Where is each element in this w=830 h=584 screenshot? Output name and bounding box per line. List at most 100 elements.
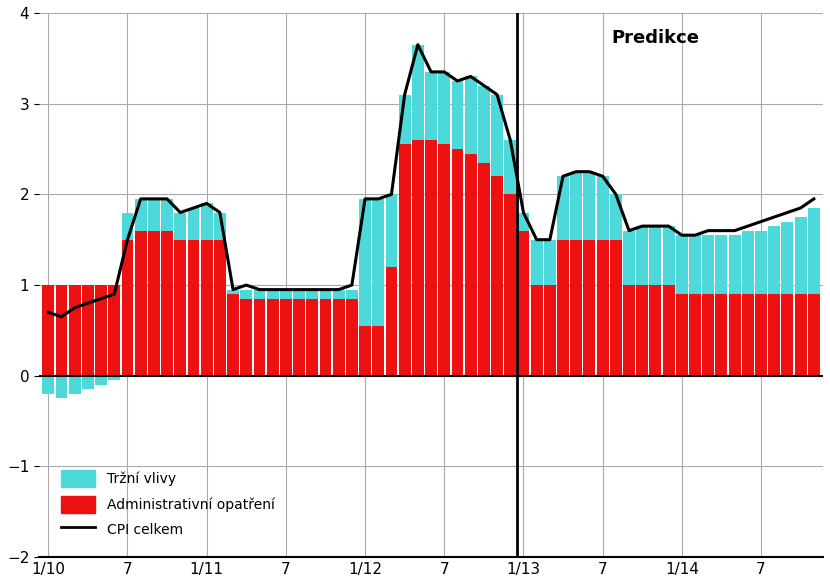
Bar [398, 95, 411, 144]
Bar [121, 239, 134, 376]
Bar [109, 285, 120, 376]
Bar [465, 77, 476, 154]
Bar [346, 290, 358, 298]
Bar [637, 285, 648, 376]
Bar [214, 213, 226, 239]
Bar [346, 298, 358, 376]
Bar [266, 298, 279, 376]
Bar [782, 221, 793, 294]
Bar [320, 290, 331, 298]
Bar [689, 294, 701, 376]
Bar [373, 326, 384, 376]
Bar [398, 144, 411, 376]
Bar [505, 140, 516, 194]
Bar [214, 239, 226, 376]
Bar [530, 285, 543, 376]
Bar [742, 294, 754, 376]
Bar [373, 199, 384, 326]
Bar [583, 239, 595, 376]
Bar [121, 213, 134, 239]
Legend: Tržní vlivy, Administrativní opatření, CPI celkem: Tržní vlivy, Administrativní opatření, C… [54, 464, 281, 545]
Bar [174, 213, 186, 239]
Bar [702, 235, 714, 294]
Bar [715, 294, 727, 376]
Bar [425, 140, 437, 376]
Bar [662, 226, 675, 285]
Bar [544, 239, 556, 285]
Bar [425, 72, 437, 140]
Bar [227, 294, 239, 376]
Bar [729, 235, 740, 294]
Bar [755, 294, 767, 376]
Bar [95, 285, 107, 376]
Bar [56, 285, 67, 376]
Bar [769, 226, 780, 294]
Bar [505, 194, 516, 376]
Bar [452, 81, 463, 149]
Bar [266, 290, 279, 298]
Bar [517, 231, 530, 376]
Bar [610, 239, 622, 376]
Bar [570, 239, 582, 376]
Bar [438, 144, 450, 376]
Text: Predikce: Predikce [612, 29, 700, 47]
Bar [570, 172, 582, 239]
Bar [333, 290, 344, 298]
Bar [56, 376, 67, 398]
Bar [412, 140, 424, 376]
Bar [702, 294, 714, 376]
Bar [729, 294, 740, 376]
Bar [742, 231, 754, 294]
Bar [808, 294, 820, 376]
Bar [557, 239, 569, 376]
Bar [623, 231, 635, 285]
Bar [42, 376, 54, 394]
Bar [676, 294, 688, 376]
Bar [306, 298, 318, 376]
Bar [359, 199, 371, 326]
Bar [134, 199, 147, 231]
Bar [359, 326, 371, 376]
Bar [597, 176, 608, 239]
Bar [465, 154, 476, 376]
Bar [650, 226, 662, 285]
Bar [808, 208, 820, 294]
Bar [188, 208, 199, 239]
Bar [755, 231, 767, 294]
Bar [715, 235, 727, 294]
Bar [82, 376, 94, 390]
Bar [610, 194, 622, 239]
Bar [491, 176, 503, 376]
Bar [530, 239, 543, 285]
Bar [253, 298, 266, 376]
Bar [794, 294, 807, 376]
Bar [161, 231, 173, 376]
Bar [148, 199, 160, 231]
Bar [597, 239, 608, 376]
Bar [241, 298, 252, 376]
Bar [517, 213, 530, 231]
Bar [544, 285, 556, 376]
Bar [82, 285, 94, 376]
Bar [650, 285, 662, 376]
Bar [253, 290, 266, 298]
Bar [148, 231, 160, 376]
Bar [69, 285, 81, 376]
Bar [676, 235, 688, 294]
Bar [794, 217, 807, 294]
Bar [491, 95, 503, 176]
Bar [385, 194, 398, 267]
Bar [280, 290, 292, 298]
Bar [161, 199, 173, 231]
Bar [478, 162, 490, 376]
Bar [293, 298, 305, 376]
Bar [782, 294, 793, 376]
Bar [385, 267, 398, 376]
Bar [69, 376, 81, 394]
Bar [201, 239, 212, 376]
Bar [689, 235, 701, 294]
Bar [293, 290, 305, 298]
Bar [623, 285, 635, 376]
Bar [188, 239, 199, 376]
Bar [320, 298, 331, 376]
